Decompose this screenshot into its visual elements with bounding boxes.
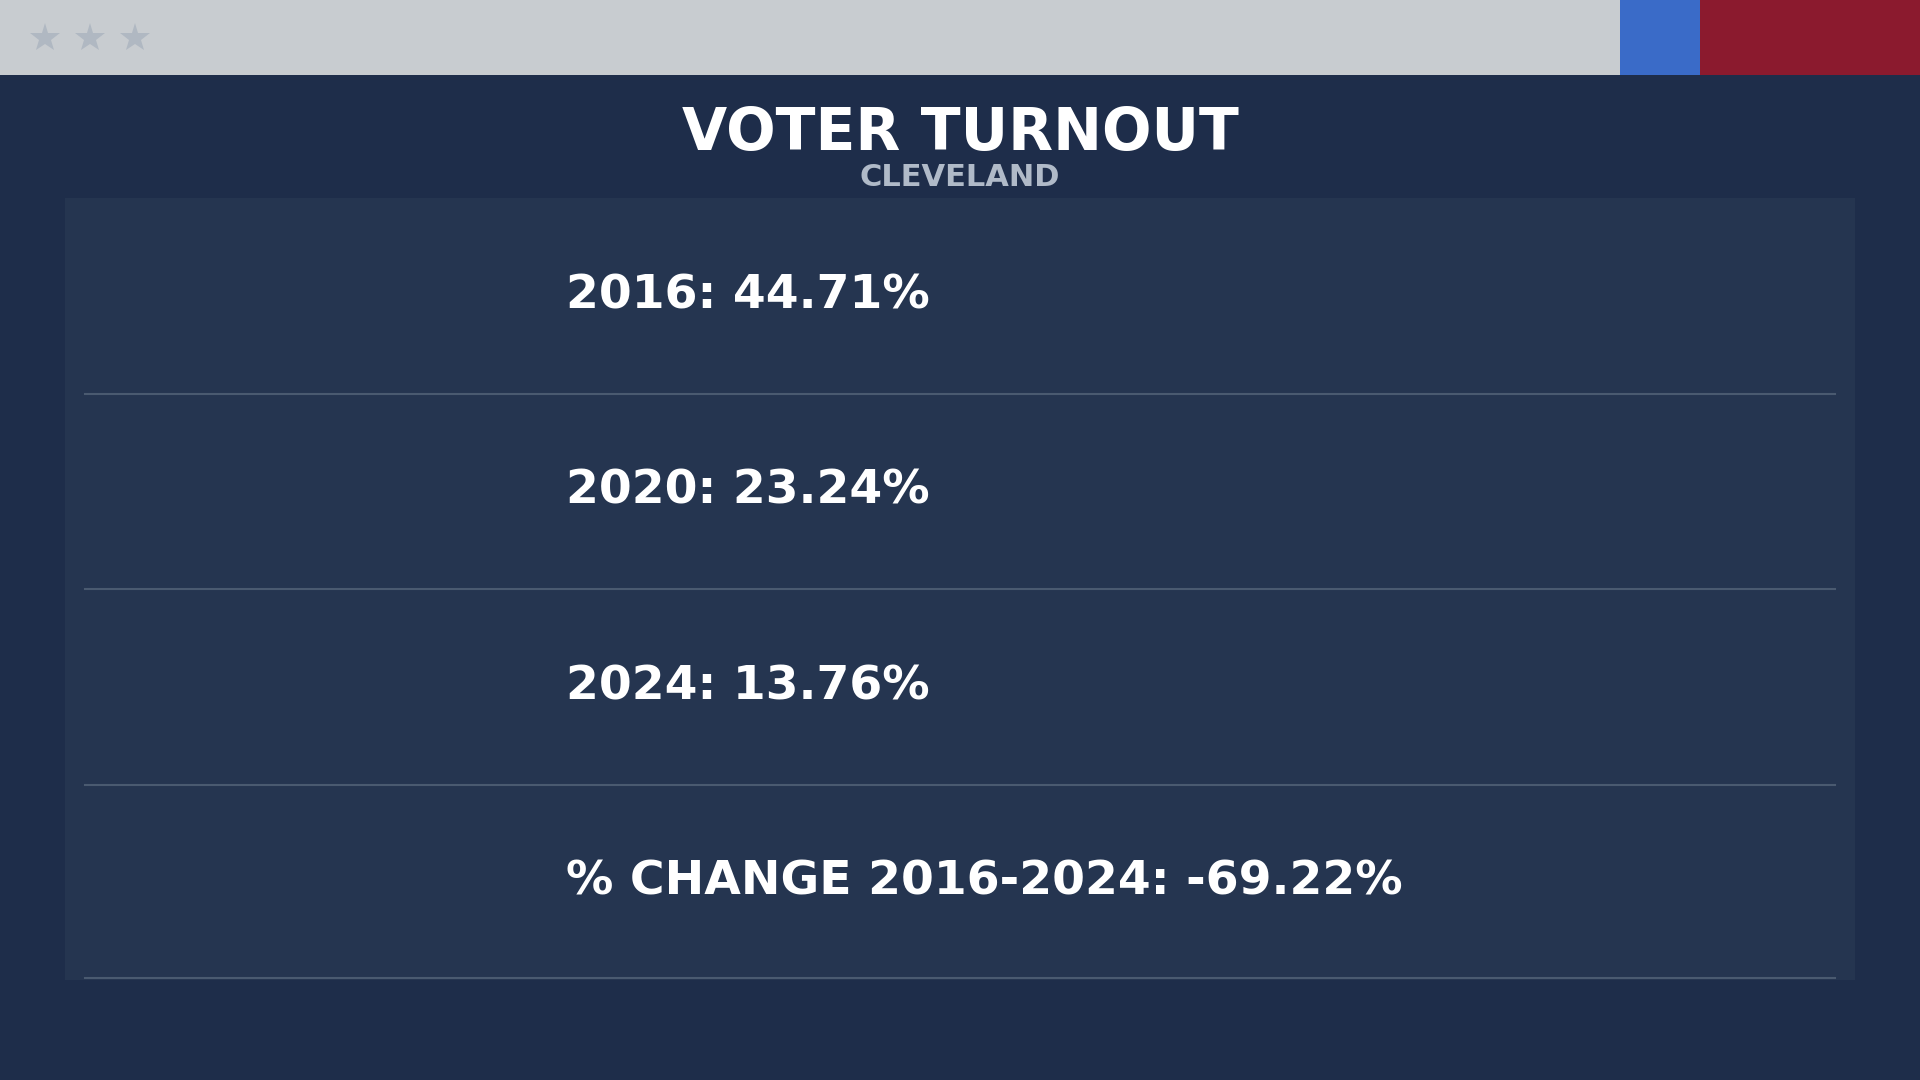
Bar (0, 0, 1920, 75)
Bar (1699, 0, 1920, 75)
Text: 2020: 23.24%: 2020: 23.24% (566, 469, 929, 514)
Text: % CHANGE 2016-2024: -69.22%: % CHANGE 2016-2024: -69.22% (566, 860, 1404, 905)
Text: 2024: 13.76%: 2024: 13.76% (566, 664, 929, 710)
Bar (65, 198, 1855, 980)
Text: 2016: 44.71%: 2016: 44.71% (566, 273, 929, 319)
Bar (1620, 0, 1699, 75)
Text: VOTER TURNOUT: VOTER TURNOUT (682, 105, 1238, 162)
Text: CLEVELAND: CLEVELAND (860, 163, 1060, 192)
